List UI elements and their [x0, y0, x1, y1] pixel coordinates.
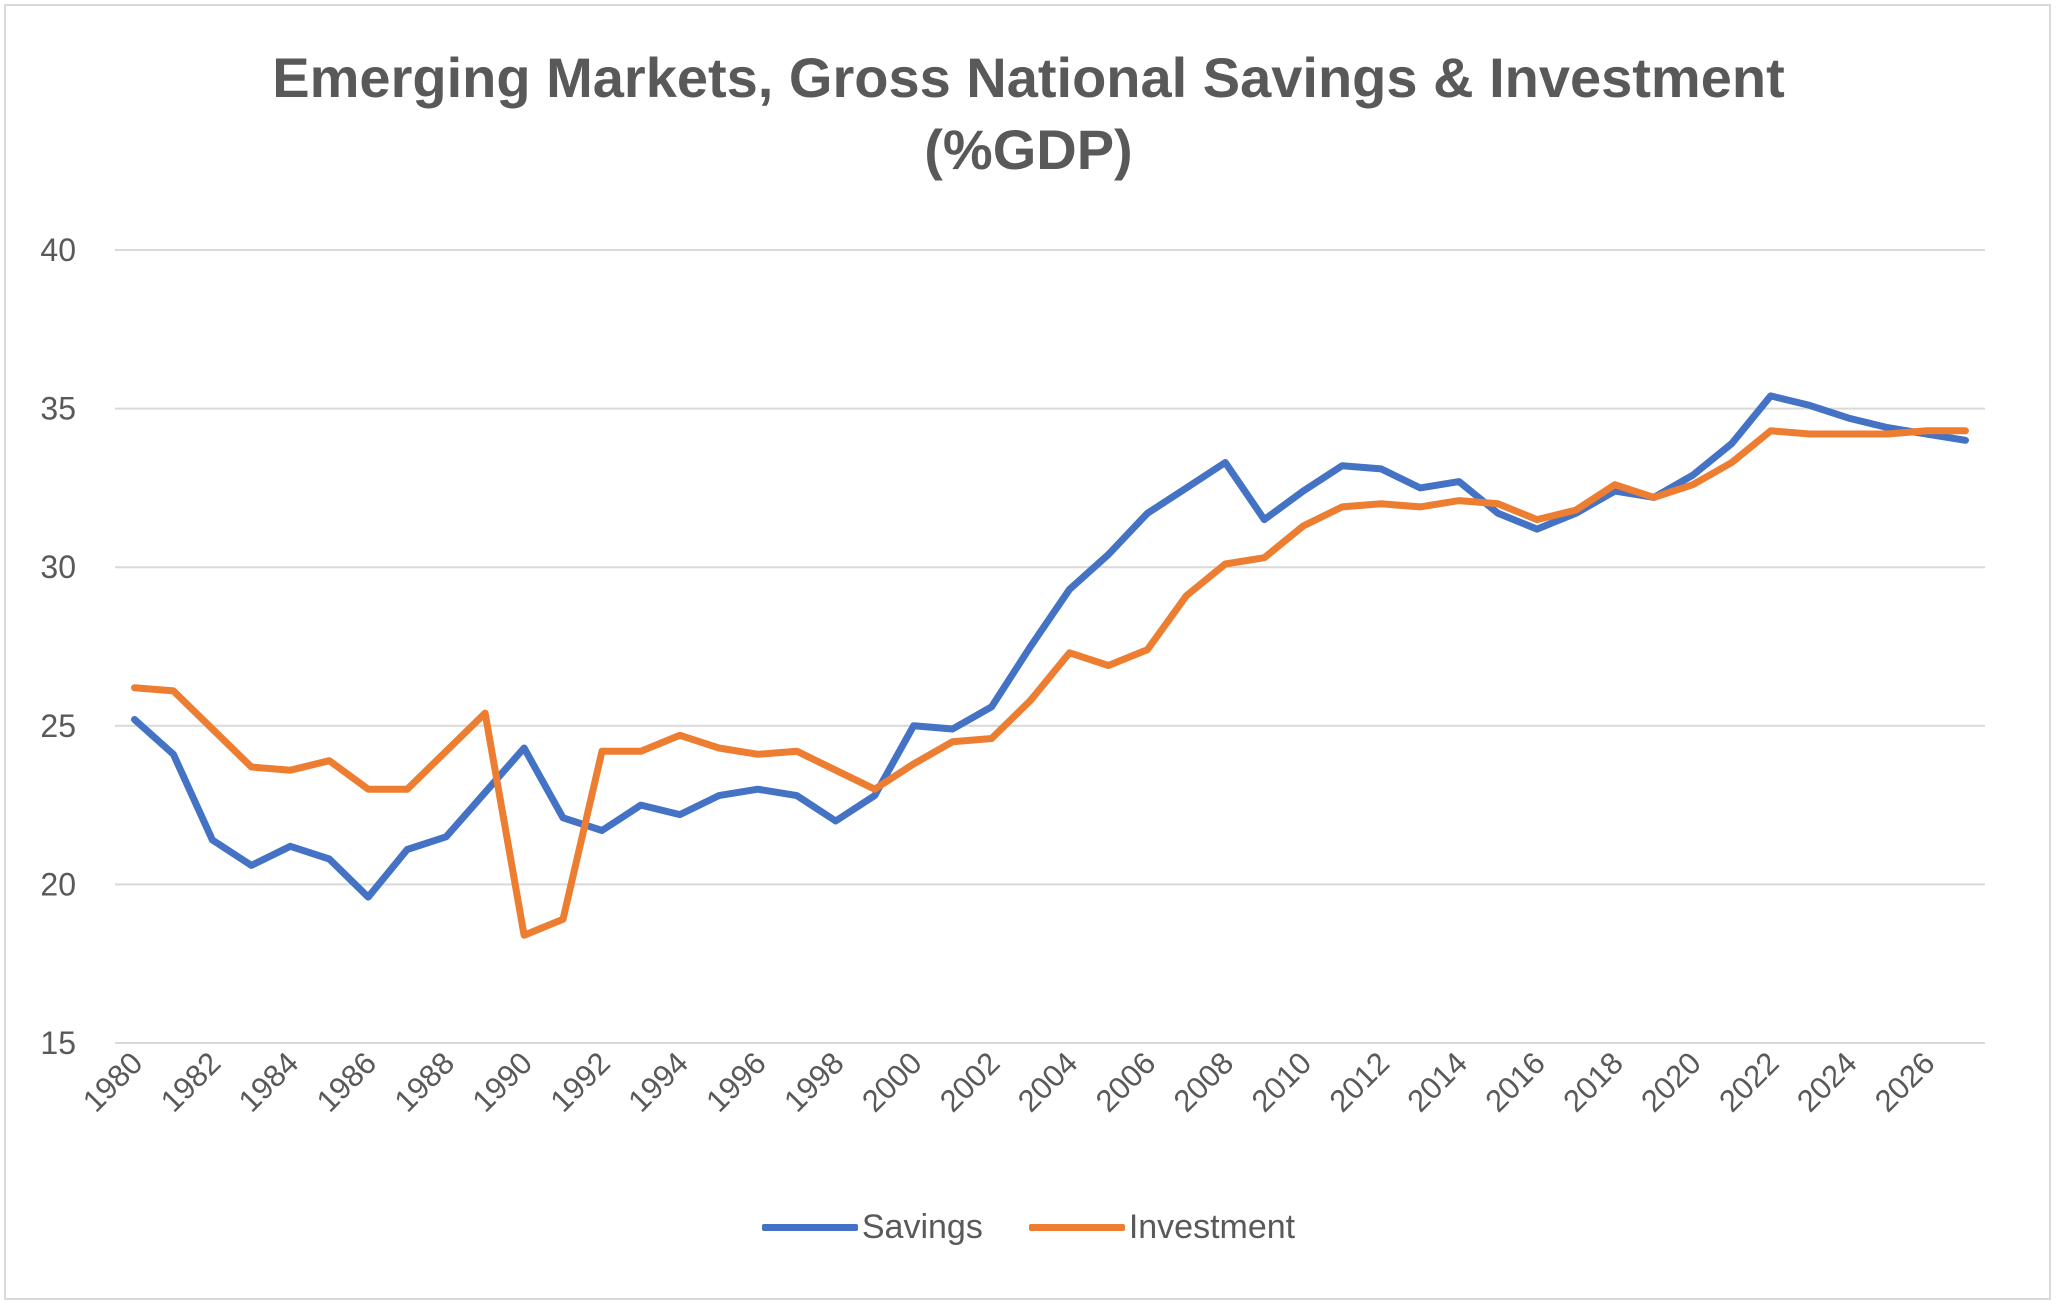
chart-title-line2: (%GDP) — [924, 118, 1133, 181]
x-tick-label: 1984 — [232, 1045, 306, 1119]
x-tick-label: 2002 — [933, 1045, 1007, 1119]
series-lines — [131, 392, 1969, 939]
x-tick-label: 2000 — [855, 1045, 929, 1119]
x-tick-label: 2016 — [1478, 1045, 1552, 1119]
y-tick-label: 40 — [40, 232, 76, 268]
x-tick-label: 2018 — [1556, 1045, 1630, 1119]
legend-item-savings[interactable]: Savings — [761, 1208, 983, 1247]
y-tick-label: 25 — [40, 708, 76, 744]
x-tick-label: 2014 — [1400, 1045, 1474, 1119]
x-tick-label: 2024 — [1790, 1045, 1864, 1119]
legend-swatch-investment — [1028, 1224, 1125, 1231]
y-tick-label: 15 — [40, 1025, 76, 1061]
legend-label-savings: Savings — [861, 1208, 983, 1246]
chart-title: Emerging Markets, Gross National Savings… — [0, 42, 2057, 186]
x-tick-label: 1986 — [310, 1045, 384, 1119]
legend: Savings Investment — [0, 1208, 2057, 1247]
series-line-investment[interactable] — [131, 427, 1969, 939]
x-tick-label: 1996 — [699, 1045, 773, 1119]
x-tick-label: 2004 — [1011, 1045, 1085, 1119]
y-tick-label: 20 — [40, 866, 76, 902]
x-tick-label: 2022 — [1712, 1045, 1786, 1119]
x-tick-label: 1998 — [777, 1045, 851, 1119]
x-tick-label: 1982 — [154, 1045, 228, 1119]
x-tick-label: 1990 — [465, 1045, 539, 1119]
chart-title-line1: Emerging Markets, Gross National Savings… — [272, 46, 1785, 109]
gridlines — [115, 249, 1985, 1044]
x-tick-label: 1988 — [388, 1045, 462, 1119]
x-tick-label: 2020 — [1634, 1045, 1708, 1119]
x-tick-label: 2010 — [1245, 1045, 1319, 1119]
x-axis-ticks: 1980 1982 1984 1986 1988 1990 1992 1994 1996 1998… — [76, 1045, 1942, 1119]
y-axis-ticks: 15 20 25 30 35 40 — [40, 232, 76, 1061]
legend-label-investment: Investment — [1128, 1208, 1296, 1246]
legend-swatch-savings — [761, 1224, 858, 1231]
x-tick-label: 1980 — [76, 1045, 150, 1119]
x-tick-label: 1992 — [543, 1045, 617, 1119]
x-tick-label: 2008 — [1167, 1045, 1241, 1119]
y-tick-label: 35 — [40, 391, 76, 427]
x-tick-label: 1994 — [621, 1045, 695, 1119]
x-tick-label: 2026 — [1868, 1045, 1942, 1119]
x-tick-label: 2012 — [1323, 1045, 1397, 1119]
x-tick-label: 2006 — [1089, 1045, 1163, 1119]
y-tick-label: 30 — [40, 549, 76, 585]
series-line-savings[interactable] — [131, 392, 1969, 901]
legend-item-investment[interactable]: Investment — [1028, 1208, 1296, 1247]
